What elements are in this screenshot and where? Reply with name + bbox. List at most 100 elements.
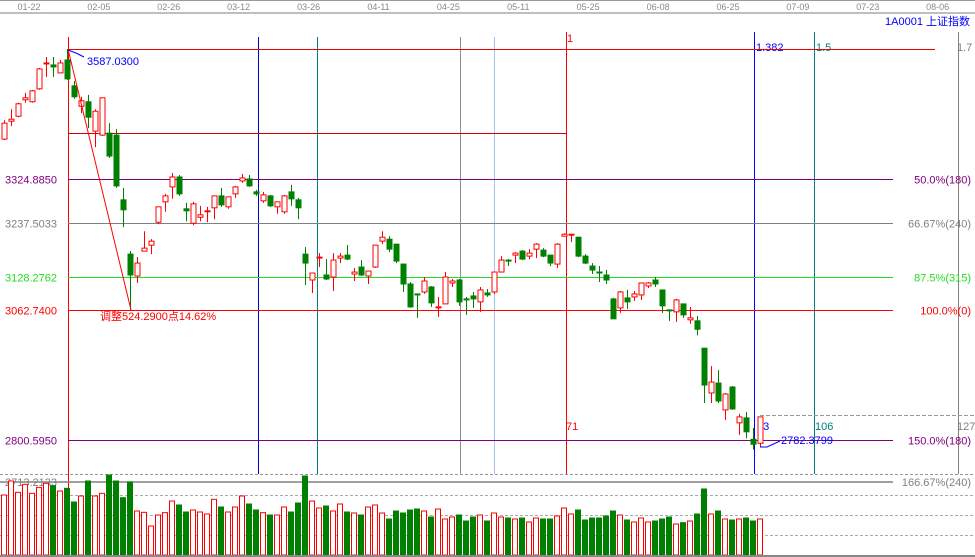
volume-bar — [267, 514, 273, 556]
volume-bar — [78, 495, 84, 556]
candle-body — [491, 271, 498, 293]
candle — [351, 268, 358, 281]
candle — [652, 277, 659, 287]
candle-body — [631, 293, 638, 298]
candle-body — [344, 254, 351, 260]
candle — [134, 257, 141, 283]
candle — [547, 254, 554, 267]
candle-body — [393, 243, 400, 262]
volume-bar — [358, 514, 364, 556]
volume-bar — [463, 520, 469, 556]
candle — [372, 244, 379, 269]
candle-body — [64, 59, 71, 80]
candle-body — [15, 103, 22, 117]
volume-bar — [64, 487, 70, 556]
candle-body — [519, 250, 526, 260]
candle — [554, 243, 561, 269]
candle — [540, 248, 547, 258]
volume-bar — [624, 519, 630, 556]
date-tick-label: 05-25 — [577, 2, 600, 12]
candle-body — [36, 68, 43, 90]
volume-bar — [288, 511, 294, 556]
fib-time-top-label: 1.382 — [756, 42, 784, 54]
candle — [120, 187, 127, 228]
candle — [708, 366, 715, 403]
volume-bar — [757, 518, 763, 556]
candle-body — [659, 289, 666, 307]
candle — [393, 243, 400, 264]
candle — [239, 173, 246, 183]
volume-bar — [736, 518, 742, 556]
volume-bar — [218, 506, 224, 556]
date-tick-label: 08-06 — [926, 2, 949, 12]
candle — [498, 256, 505, 273]
candle — [715, 370, 722, 403]
candle — [302, 247, 309, 285]
candle — [204, 206, 211, 223]
candle — [190, 201, 197, 226]
candle — [71, 80, 78, 99]
volume-bar — [372, 504, 378, 556]
candle-body — [526, 252, 533, 257]
volume-bar — [589, 517, 595, 556]
volume-bar — [596, 517, 602, 556]
annotations: 3587.0300 调整524.2900点14.62% 2782.3799 — [67, 48, 833, 448]
candle — [106, 123, 113, 159]
price-level-left-label: 3128.2762 — [5, 273, 57, 285]
candle-body — [113, 134, 120, 187]
candle — [281, 194, 288, 214]
candle-body — [582, 255, 589, 264]
candle — [295, 197, 302, 220]
candle-body — [680, 303, 687, 316]
volume-bar — [29, 492, 35, 556]
volume-bar — [540, 518, 546, 556]
candle — [673, 298, 680, 322]
volume-bar — [302, 475, 308, 556]
candle — [29, 89, 36, 103]
volume-bar — [673, 523, 679, 556]
volume-bar — [617, 514, 623, 556]
volume-bar — [15, 491, 21, 556]
candle-body — [162, 195, 169, 203]
candle — [148, 239, 155, 255]
candle-body — [176, 176, 183, 195]
volume-bar — [176, 504, 182, 556]
candle-body — [190, 203, 197, 224]
candle-body — [498, 259, 505, 273]
candle-body — [414, 293, 421, 296]
candle-body — [43, 62, 50, 65]
candle-body — [701, 347, 708, 386]
candle — [610, 297, 617, 320]
candle-body — [260, 194, 267, 202]
candle — [407, 281, 414, 308]
candle-body — [729, 386, 736, 410]
volume-bar — [85, 480, 91, 556]
candle — [176, 174, 183, 196]
volume-bar — [71, 501, 77, 556]
volume-bar — [470, 516, 476, 556]
volume-bar — [715, 510, 721, 556]
volume-bar — [533, 517, 539, 556]
price-level-right-label: 87.5%(315) — [914, 273, 971, 285]
candle — [456, 279, 463, 306]
candle — [694, 315, 701, 336]
candle — [736, 413, 743, 435]
candle — [526, 249, 533, 260]
volume-bar — [610, 510, 616, 556]
candle-body — [603, 274, 610, 281]
candle-body — [218, 195, 225, 206]
candle-body — [694, 320, 701, 330]
candle — [680, 303, 687, 318]
candle — [666, 309, 673, 321]
candles — [1, 49, 764, 450]
volume-bar — [519, 517, 525, 556]
candle-body — [617, 291, 624, 309]
volume-bar — [344, 511, 350, 556]
price-level-right-label: 150.0%(180) — [908, 436, 971, 448]
candle-body — [456, 279, 463, 303]
price-level-right-label: 50.0%(180) — [914, 175, 971, 187]
candle — [638, 282, 645, 300]
date-tick-label: 02-26 — [157, 2, 180, 12]
